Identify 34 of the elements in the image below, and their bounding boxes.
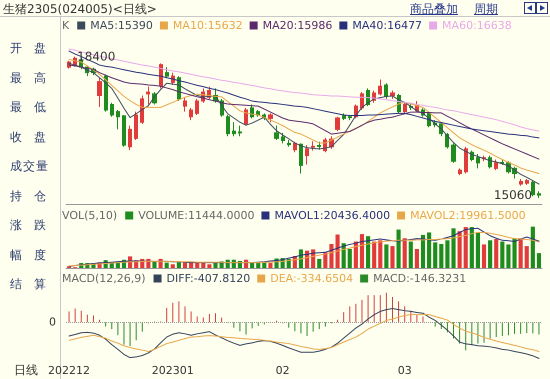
text: 最低: [10, 99, 58, 116]
text: 收盘: [10, 128, 58, 146]
chart-title: 生猪2305(024005)<日线>: [3, 1, 157, 18]
legend-label: MA5:15390: [90, 19, 153, 32]
text: 涨跌: [10, 217, 58, 234]
text: 结算: [10, 276, 58, 293]
text: 日线: [14, 362, 38, 379]
x-tick-label: 202301: [152, 364, 194, 377]
text: 开盘: [10, 40, 58, 57]
legend-label: MAVOL2:19961.5000: [410, 209, 526, 222]
x-tick-label: 03: [398, 364, 412, 377]
text: 幅度: [10, 246, 58, 264]
legend-label: DEA:-334.6504: [270, 272, 354, 285]
legend-label: MAVOL1:20436.4000: [274, 209, 390, 222]
legend-label: DIFF:-407.8120: [166, 272, 250, 285]
x-tick-label: 02: [276, 364, 290, 377]
legend-title: K: [62, 19, 70, 32]
legend-label: MA10:15632: [172, 19, 243, 32]
legend-label: MA60:16638: [442, 19, 512, 32]
text: 周期: [474, 1, 498, 18]
legend-label: VOLUME:11444.0000: [138, 209, 254, 222]
text: 持仓: [10, 188, 58, 204]
ref-line-label: 0: [49, 316, 56, 329]
legend-title: MACD(12,26,9): [62, 272, 146, 285]
legend-label: MA40:16477: [352, 19, 422, 32]
legend-title: VOL(5,10): [62, 209, 118, 222]
text: 最高: [10, 70, 58, 86]
legend-label: MA20:15986: [262, 19, 332, 32]
text: 商品叠加: [410, 1, 458, 18]
legend-label: MACD:-146.3231: [373, 272, 466, 285]
annotation: 18400: [77, 50, 116, 64]
annotation: 15060: [494, 188, 532, 202]
x-tick-label: 202212: [48, 364, 90, 377]
text: 成交量: [10, 158, 50, 175]
